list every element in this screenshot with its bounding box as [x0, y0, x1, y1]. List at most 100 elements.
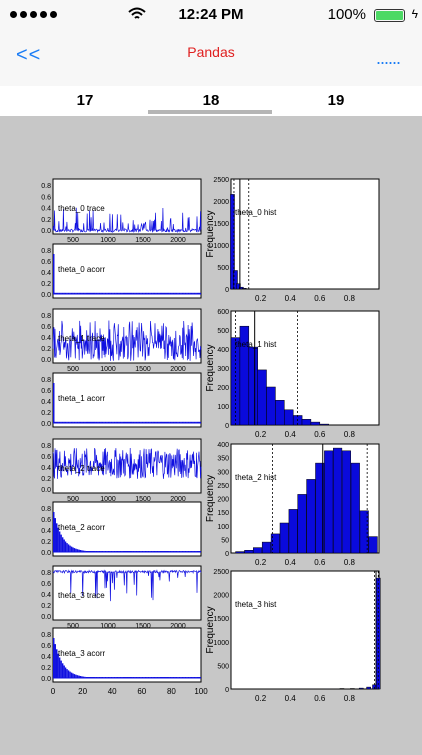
- hist-x-tick-label: 0.6: [314, 430, 326, 439]
- hist-y-tick-label: 600: [217, 309, 229, 316]
- hist-y-tick-label: 400: [217, 442, 229, 449]
- hist-y-tick-label: 0: [225, 423, 229, 430]
- y-tick-label: 0.2: [41, 346, 51, 353]
- hist-bar: [258, 370, 267, 425]
- tab-19[interactable]: 19: [266, 92, 406, 109]
- acorr-bar: [66, 669, 67, 678]
- hist-y-tick-label: 500: [217, 265, 229, 272]
- y-tick-label: 0.6: [41, 581, 51, 588]
- hist-bar: [359, 688, 363, 689]
- y-tick-label: 0.6: [41, 388, 51, 395]
- trace-x-tick-label: 1000: [100, 237, 116, 244]
- acorr-bar: [71, 547, 72, 552]
- acorr-bar: [74, 548, 75, 552]
- hist-x-tick-label: 0.8: [344, 294, 356, 303]
- acorr-bar: [68, 670, 69, 678]
- hist-y-tick-label: 100: [217, 404, 229, 411]
- hist-y-tick-label: 2500: [213, 177, 229, 184]
- trace-x-tick-label: 1500: [135, 366, 151, 373]
- hist-y-tick-label: 250: [217, 483, 229, 490]
- hist-bar: [307, 479, 316, 553]
- trace-x-tick-label: 1500: [135, 237, 151, 244]
- hist-x-tick-label: 0.6: [314, 558, 326, 567]
- hist-y-tick-label: 200: [217, 497, 229, 504]
- hist-x-tick-label: 0.8: [344, 558, 356, 567]
- y-tick-label: 0.2: [41, 476, 51, 483]
- trace-title-2: theta_2 trace: [58, 464, 105, 473]
- hist-bar: [284, 410, 293, 425]
- hist-title-2: theta_2 hist: [235, 473, 277, 482]
- hist-y-tick-label: 300: [217, 469, 229, 476]
- acorr-bar: [59, 658, 60, 679]
- acorr-bar: [59, 532, 60, 553]
- hist-y-tick-label: 400: [217, 347, 229, 354]
- acorr-x-tick-label: 80: [167, 687, 176, 696]
- hist-y-tick-label: 2500: [213, 569, 229, 576]
- hist-x-tick-label: 0.2: [255, 694, 267, 703]
- y-tick-label: 0.4: [41, 592, 51, 599]
- y-tick-label: 0.0: [41, 357, 51, 364]
- page-title: Pandas: [0, 44, 422, 60]
- y-tick-label: 0.6: [41, 517, 51, 524]
- acorr-bar: [53, 638, 54, 678]
- acorr-title-3: theta_3 acorr: [58, 649, 105, 658]
- hist-bar: [245, 550, 254, 553]
- hist-y-tick-label: 100: [217, 524, 229, 531]
- acorr-bar: [63, 666, 64, 679]
- acorr-title-1: theta_1 acorr: [58, 394, 105, 403]
- y-tick-label: 0.6: [41, 194, 51, 201]
- acorr-bar: [53, 254, 54, 294]
- y-tick-label: 0.8: [41, 443, 51, 450]
- trace-x-tick-label: 2000: [170, 237, 186, 244]
- hist-y-tick-label: 0: [225, 551, 229, 558]
- y-tick-label: 0.6: [41, 643, 51, 650]
- hist-x-tick-label: 0.8: [344, 430, 356, 439]
- hist-bar: [253, 548, 262, 554]
- y-tick-label: 0.2: [41, 603, 51, 610]
- y-tick-label: 0.8: [41, 570, 51, 577]
- y-tick-label: 0.2: [41, 410, 51, 417]
- acorr-bar: [62, 663, 63, 678]
- more-button[interactable]: ......: [376, 48, 400, 69]
- hist-bar: [340, 689, 344, 690]
- hist-plot-0: [231, 179, 379, 289]
- y-tick-label: 0.8: [41, 313, 51, 320]
- y-tick-label: 0.4: [41, 528, 51, 535]
- hist-y-tick-label: 200: [217, 385, 229, 392]
- acorr-bar: [69, 546, 70, 552]
- hist-y-tick-label: 50: [221, 537, 229, 544]
- hist-bar: [275, 400, 284, 425]
- hist-y-tick-label: 350: [217, 456, 229, 463]
- hist-bar: [351, 463, 360, 553]
- hist-x-tick-label: 0.2: [255, 558, 267, 567]
- y-tick-label: 0.2: [41, 281, 51, 288]
- y-tick-label: 0.6: [41, 324, 51, 331]
- trace-title-1: theta_1 trace: [58, 334, 105, 343]
- trace-x-tick-label: 500: [67, 237, 79, 244]
- trace-x-tick-label: 2000: [170, 366, 186, 373]
- y-tick-label: 0.2: [41, 665, 51, 672]
- acorr-x-tick-label: 100: [194, 687, 208, 696]
- hist-y-tick-label: 500: [217, 663, 229, 670]
- acorr-bar: [62, 537, 63, 552]
- acorr-bar: [63, 540, 64, 553]
- tab-17[interactable]: 17: [15, 92, 155, 109]
- y-tick-label: 0.8: [41, 377, 51, 384]
- hist-y-tick-label: 0: [225, 687, 229, 694]
- acorr-bar: [74, 674, 75, 678]
- y-tick-label: 0.8: [41, 248, 51, 255]
- tab-18[interactable]: 18: [141, 92, 281, 109]
- acorr-bar: [71, 673, 72, 678]
- hist-y-tick-label: 500: [217, 328, 229, 335]
- y-tick-label: 0.0: [41, 421, 51, 428]
- acorr-bar: [60, 535, 61, 552]
- acorr-bar: [68, 544, 69, 552]
- trace-x-tick-label: 1000: [100, 366, 116, 373]
- hist-bar: [262, 542, 271, 553]
- hist-bar: [350, 689, 354, 690]
- hist-y-tick-label: 2000: [213, 593, 229, 600]
- acorr-bar: [66, 543, 67, 552]
- y-tick-label: 0.8: [41, 632, 51, 639]
- hist-y-tick-label: 0: [225, 287, 229, 294]
- y-tick-label: 0.4: [41, 399, 51, 406]
